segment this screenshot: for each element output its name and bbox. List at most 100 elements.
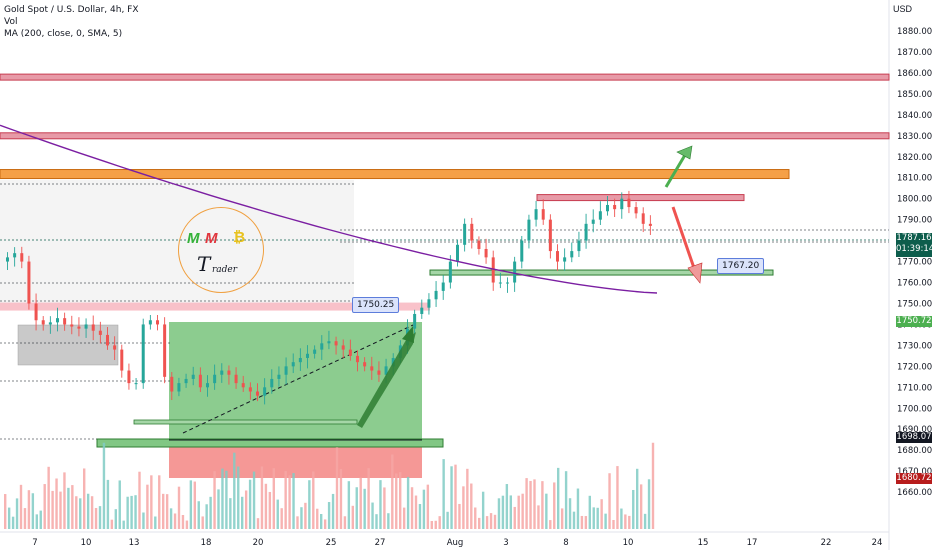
- callout-1750[interactable]: 1750.25: [352, 297, 400, 313]
- volume-bar: [434, 520, 437, 529]
- volume-bar: [158, 475, 161, 529]
- candle-body: [370, 366, 374, 371]
- volume-bar: [553, 482, 556, 529]
- volume-bar: [639, 484, 643, 529]
- candle-body: [470, 223, 474, 241]
- volume-bar: [632, 489, 635, 529]
- volume-bar: [616, 466, 619, 529]
- volume-bar: [19, 484, 23, 529]
- candle-body: [348, 349, 352, 356]
- trend-arrow-head: [402, 326, 414, 343]
- volume-bar: [375, 514, 378, 529]
- time-tick-label: 18: [201, 538, 212, 548]
- volume-bar: [347, 481, 351, 529]
- candle-body: [313, 349, 317, 354]
- candle-body: [41, 320, 45, 325]
- volume-bar: [450, 466, 453, 529]
- volume-bar: [474, 507, 477, 529]
- volume-bar: [225, 470, 228, 529]
- volume-bar: [134, 495, 137, 529]
- candle-body: [520, 240, 524, 262]
- logo-letter-t: T: [197, 252, 211, 276]
- candle-body: [534, 209, 538, 220]
- volume-bar: [628, 515, 631, 529]
- volume-bar: [430, 520, 433, 529]
- candle-body: [63, 318, 67, 325]
- volume-bar: [300, 507, 303, 529]
- volume-bar: [304, 502, 307, 529]
- volume-bar: [292, 473, 295, 529]
- logo-bitcoin-symbol: ₿: [233, 229, 246, 246]
- volume-bar: [576, 488, 580, 529]
- volume-bar: [351, 505, 354, 529]
- volume-bar: [489, 513, 493, 529]
- volume-bar: [241, 496, 244, 529]
- candle-body: [106, 334, 109, 346]
- volume-bar: [71, 485, 74, 529]
- volume-bar: [27, 490, 31, 529]
- pink-band: [0, 302, 430, 311]
- volume-bar: [126, 496, 129, 529]
- logo-word-rader: rader: [212, 265, 238, 275]
- price-tick-label: 1710.00: [897, 383, 932, 393]
- volume-indicator-label[interactable]: Vol: [4, 17, 18, 27]
- candle-body: [641, 213, 645, 224]
- candle-body: [141, 324, 145, 384]
- chart-legend: Gold Spot / U.S. Dollar, 4h, FX Vol MA (…: [4, 4, 139, 40]
- candle-body: [306, 353, 309, 358]
- candle-body: [20, 253, 24, 262]
- candle-body: [613, 204, 617, 210]
- volume-bar: [229, 498, 232, 529]
- candle-body: [334, 341, 338, 346]
- volume-bar: [442, 459, 445, 529]
- red-resistance-box: [536, 194, 745, 202]
- volume-bar: [67, 487, 70, 529]
- candle-body: [456, 244, 459, 262]
- volume-bar: [31, 493, 35, 529]
- candle-body: [170, 376, 174, 392]
- volume-bar: [537, 505, 540, 529]
- volume-bar: [647, 479, 651, 529]
- candle-body: [363, 362, 367, 367]
- candle-body: [320, 343, 324, 350]
- volume-bar: [406, 476, 410, 529]
- logo-letter-m2: M: [205, 230, 218, 247]
- candle-body: [6, 257, 9, 262]
- consolidation-box: [17, 324, 119, 366]
- candle-body: [627, 198, 631, 208]
- candle-body: [148, 320, 152, 325]
- candle-body: [598, 211, 602, 220]
- volume-bar: [564, 471, 568, 529]
- volume-bar: [422, 489, 426, 529]
- volume-bar: [181, 515, 185, 529]
- time-tick-label: 10: [81, 538, 92, 548]
- volume-bars: [4, 442, 655, 529]
- price-tick-label: 1810.00: [897, 174, 932, 184]
- candle-body: [441, 282, 445, 291]
- volume-bar: [51, 490, 54, 529]
- volume-bar: [256, 518, 260, 529]
- level-bands: [0, 73, 890, 478]
- candle-body: [648, 223, 652, 226]
- candle-body: [620, 198, 624, 210]
- volume-bar: [173, 513, 177, 529]
- volume-bar: [485, 516, 489, 529]
- candle-body: [77, 326, 81, 329]
- candle-body: [577, 240, 581, 252]
- candle-body: [213, 374, 217, 384]
- candle-body: [548, 219, 552, 252]
- candle-body: [298, 357, 302, 363]
- volume-bar: [521, 493, 524, 529]
- volume-bar: [466, 468, 469, 529]
- up-arrow-head: [676, 145, 693, 160]
- callout-1767[interactable]: 1767.20: [717, 258, 765, 274]
- volume-bar: [399, 472, 402, 529]
- candle-body: [113, 345, 117, 350]
- candle-body: [527, 219, 531, 241]
- ma-indicator-label[interactable]: MA (200, close, 0, SMA, 5): [4, 29, 123, 39]
- candle-body: [198, 374, 202, 388]
- volume-bar: [260, 466, 264, 529]
- volume-bar: [446, 511, 449, 529]
- price-tick-label: 1730.00: [897, 341, 932, 351]
